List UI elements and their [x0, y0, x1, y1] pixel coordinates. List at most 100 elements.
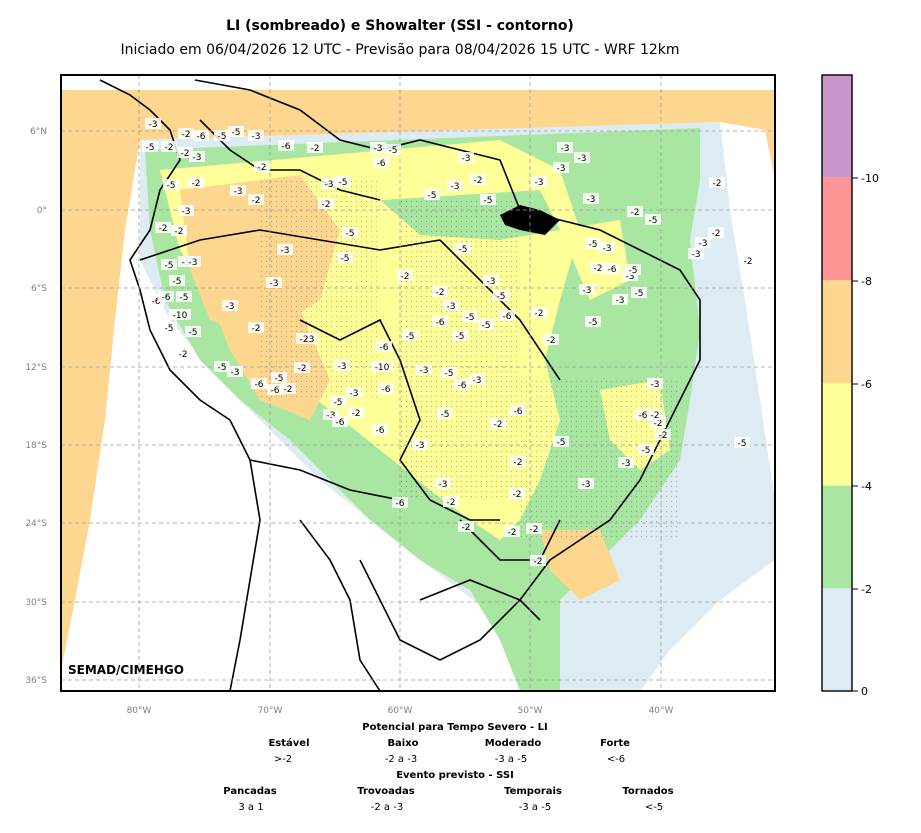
svg-text:-3: -3: [626, 272, 635, 282]
svg-text:-5: -5: [218, 132, 227, 142]
map-title: LI (sombreado) e Showalter (SSI - contor…: [226, 18, 574, 34]
svg-text:-10: -10: [173, 311, 188, 321]
contour-label: -6: [376, 341, 392, 353]
contour-label: -6: [373, 157, 389, 169]
svg-text:-3: -3: [616, 296, 625, 306]
svg-text:-3: -3: [583, 286, 592, 296]
contour-label: -6: [392, 497, 408, 509]
svg-text:-2: -2: [462, 523, 471, 533]
contour-label: -2: [650, 417, 666, 429]
svg-text:-5: -5: [232, 128, 241, 138]
contour-label: -3: [612, 294, 628, 306]
svg-text:-6: -6: [380, 343, 389, 353]
contour-label: -3: [230, 185, 246, 197]
svg-text:-5: -5: [189, 328, 198, 338]
contour-label: -3: [447, 180, 463, 192]
svg-text:-3: -3: [350, 389, 359, 399]
contour-label: -3: [574, 152, 590, 164]
latitude-label: 12°S: [25, 363, 47, 373]
contour-label: -3: [185, 256, 201, 268]
svg-text:-2: -2: [651, 411, 660, 421]
legend-li-forte-name: Forte: [600, 738, 630, 749]
contour-label: -3: [578, 478, 594, 490]
svg-text:-5: -5: [484, 196, 493, 206]
contour-label: -3: [695, 237, 711, 249]
svg-text:-3: -3: [587, 195, 596, 205]
contour-label: -2: [254, 161, 270, 173]
svg-text:-3: -3: [651, 380, 660, 390]
svg-text:-3: -3: [325, 180, 334, 190]
svg-text:-5: -5: [466, 313, 475, 323]
contour-label: -6: [635, 409, 651, 421]
svg-text:-6: -6: [503, 312, 512, 322]
contour-label: -2: [655, 429, 671, 441]
contour-label: -2: [443, 496, 459, 508]
contour-label: -5: [214, 130, 230, 142]
contour-label: -6: [454, 379, 470, 391]
svg-text:-2: -2: [401, 272, 410, 282]
colorbar-frame: [821, 74, 853, 692]
svg-text:-5: -5: [629, 266, 638, 276]
contour-label: -2: [248, 322, 264, 334]
legend-ssi-temporais-range: -3 a -5: [518, 802, 552, 813]
svg-text:-3: -3: [447, 302, 456, 312]
contour-label: -2: [294, 362, 310, 374]
svg-text:-3: -3: [374, 144, 383, 154]
legend-ssi-pancadas-range: 3 a 1: [238, 802, 264, 813]
svg-text:-3: -3: [182, 207, 191, 217]
longitude-labels: 80°W 70°W 60°W 50°W 40°W: [127, 706, 674, 716]
contour-label: -3: [688, 248, 704, 260]
contour-label: -5: [631, 287, 647, 299]
svg-text:-2: -2: [508, 528, 517, 538]
river-mouth: [500, 205, 560, 235]
contour-label: -6: [378, 383, 394, 395]
contour-label: -5: [480, 194, 496, 206]
svg-text:-5: -5: [649, 216, 658, 226]
contour-label: -23: [296, 333, 318, 345]
svg-text:-3: -3: [234, 187, 243, 197]
svg-text:-5: -5: [589, 318, 598, 328]
contour-label: -6: [499, 310, 515, 322]
colorbar-swatch: [822, 383, 852, 486]
svg-text:-5: -5: [738, 439, 747, 449]
svg-text:-2: -2: [352, 409, 361, 419]
svg-text:-6: -6: [255, 380, 264, 390]
svg-text:-6: -6: [271, 386, 280, 396]
svg-text:-2: -2: [530, 525, 539, 535]
contour-label: -2: [647, 409, 663, 421]
contour-label: -2: [161, 141, 177, 153]
svg-text:-2: -2: [474, 176, 483, 186]
svg-text:-3: -3: [226, 302, 235, 312]
contour-label: -2: [318, 198, 334, 210]
contour-label: -5: [337, 252, 353, 264]
contour-label-layer: -3-5-2 -6 -5 -5 -3-2-2-3-2-6 -2 -3 -5-5 -2-3-2-3…: [142, 118, 756, 567]
svg-text:-10: -10: [375, 363, 390, 373]
contour-label: -3: [553, 162, 569, 174]
contour-label: -2: [348, 407, 364, 419]
colorbar-tick-label: -6: [861, 378, 872, 391]
svg-text:-6: -6: [514, 407, 523, 417]
svg-text:-3: -3: [281, 246, 290, 256]
legend-ssi-temporais-name: Temporais: [504, 786, 562, 797]
svg-text:-2: -2: [181, 149, 190, 159]
contour-label: -5: [734, 437, 750, 449]
longitude-label: 80°W: [127, 706, 152, 716]
svg-text:-5: -5: [173, 277, 182, 287]
svg-text:-6: -6: [436, 318, 445, 328]
contour-label: -5: [161, 259, 177, 271]
svg-text:-3: -3: [193, 153, 202, 163]
colorbar-tick-label: -8: [861, 275, 872, 288]
svg-text:-6: -6: [608, 265, 617, 275]
svg-text:-3: -3: [622, 459, 631, 469]
svg-text:-5: -5: [167, 181, 176, 191]
svg-text:-5: -5: [165, 324, 174, 334]
svg-text:-3: -3: [462, 154, 471, 164]
svg-text:-5: -5: [146, 143, 155, 153]
contour-label: -2: [248, 194, 264, 206]
contour-label: -5: [335, 176, 351, 188]
contour-label: -6: [148, 295, 164, 307]
svg-text:-2: -2: [712, 229, 721, 239]
svg-text:-6: -6: [152, 297, 161, 307]
svg-text:-5: -5: [389, 146, 398, 156]
contour-label: -2: [280, 383, 296, 395]
